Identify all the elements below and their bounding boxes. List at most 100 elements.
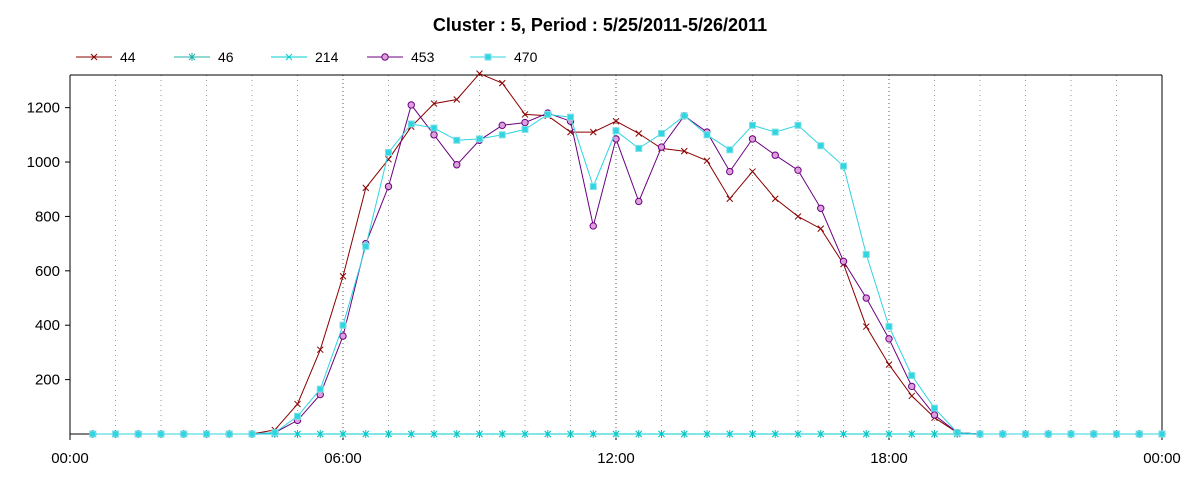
data-point (658, 430, 665, 438)
data-point (407, 101, 415, 109)
series-lines (89, 70, 1166, 438)
series-line-453 (92, 103, 1162, 435)
data-point (771, 151, 779, 159)
data-point (658, 129, 665, 137)
legend-marker (90, 53, 98, 61)
data-point (453, 96, 461, 103)
data-point (498, 79, 506, 87)
data-point (885, 430, 893, 438)
data-point (362, 430, 370, 438)
data-point (1044, 430, 1052, 438)
data-point (794, 213, 802, 220)
data-point (294, 412, 301, 420)
legend-label: 470 (514, 49, 538, 65)
data-point (430, 124, 438, 132)
x-tick-label: 00:00 (1143, 450, 1181, 467)
data-point (749, 430, 756, 438)
data-point (612, 127, 620, 135)
legend-item-470: 470 (470, 49, 538, 65)
legend-marker (381, 53, 389, 61)
data-point (885, 323, 893, 331)
data-point (453, 161, 461, 169)
data-point (339, 332, 347, 340)
x-tick-label: 18:00 (870, 450, 908, 467)
data-point (476, 430, 483, 438)
data-point (635, 430, 643, 438)
data-point (567, 113, 574, 121)
legend-item-214: 214 (271, 49, 339, 65)
data-point (89, 430, 97, 438)
data-point (521, 430, 529, 438)
data-point (794, 121, 802, 129)
data-point (134, 430, 142, 438)
data-point (112, 430, 119, 438)
data-point (976, 430, 984, 438)
data-point (771, 195, 779, 203)
legend-label: 453 (411, 49, 435, 65)
y-tick-label: 1000 (27, 154, 60, 171)
data-point (180, 430, 188, 438)
data-point (794, 430, 802, 438)
data-point (862, 323, 870, 330)
data-point (635, 197, 643, 206)
data-point (294, 430, 301, 438)
data-point (885, 335, 893, 343)
data-point (612, 117, 620, 125)
data-point (316, 385, 324, 393)
legend-marker (484, 53, 492, 61)
data-point (1090, 430, 1098, 438)
series-470 (89, 110, 1166, 438)
data-point (817, 204, 825, 212)
series-453 (89, 101, 1166, 438)
series-44 (89, 70, 1166, 438)
data-point (567, 430, 574, 438)
data-point (430, 100, 438, 107)
data-point (862, 294, 870, 302)
legend-item-453: 453 (367, 49, 435, 65)
data-point (498, 121, 506, 130)
data-point (794, 166, 802, 174)
data-point (817, 430, 825, 438)
data-point (839, 257, 848, 265)
data-point (476, 70, 483, 77)
data-point (953, 429, 961, 437)
data-point (1022, 430, 1029, 438)
data-point (339, 430, 347, 438)
data-point (908, 430, 916, 438)
data-point (680, 147, 688, 155)
series-line-44 (92, 72, 1162, 435)
data-point (749, 168, 756, 175)
data-point (680, 430, 688, 438)
chart-title: Cluster : 5, Period : 5/25/2011-5/26/201… (433, 15, 767, 35)
data-point (294, 400, 301, 408)
data-point (589, 430, 597, 438)
data-point (657, 143, 666, 151)
data-point (885, 361, 893, 369)
x-tick-label: 12:00 (597, 450, 635, 467)
data-point (362, 242, 370, 250)
data-point (362, 184, 370, 192)
data-point (771, 128, 779, 136)
legend-item-46: 46 (174, 49, 234, 65)
data-point (726, 195, 734, 203)
data-point (999, 430, 1007, 438)
data-point (680, 112, 688, 120)
data-point (476, 135, 483, 143)
data-point (748, 135, 757, 143)
data-point (908, 372, 916, 380)
data-point (908, 382, 916, 391)
data-point (726, 146, 734, 154)
data-point (931, 430, 938, 438)
data-point (589, 183, 597, 191)
y-tick-label: 1200 (27, 100, 60, 117)
data-point (248, 430, 256, 438)
data-point (453, 136, 461, 144)
data-point (931, 404, 938, 412)
data-point (430, 430, 438, 438)
data-point (862, 251, 870, 258)
y-tick-label: 600 (35, 263, 60, 280)
legend-marker (188, 53, 196, 61)
data-point (840, 430, 847, 438)
data-point (384, 182, 393, 191)
